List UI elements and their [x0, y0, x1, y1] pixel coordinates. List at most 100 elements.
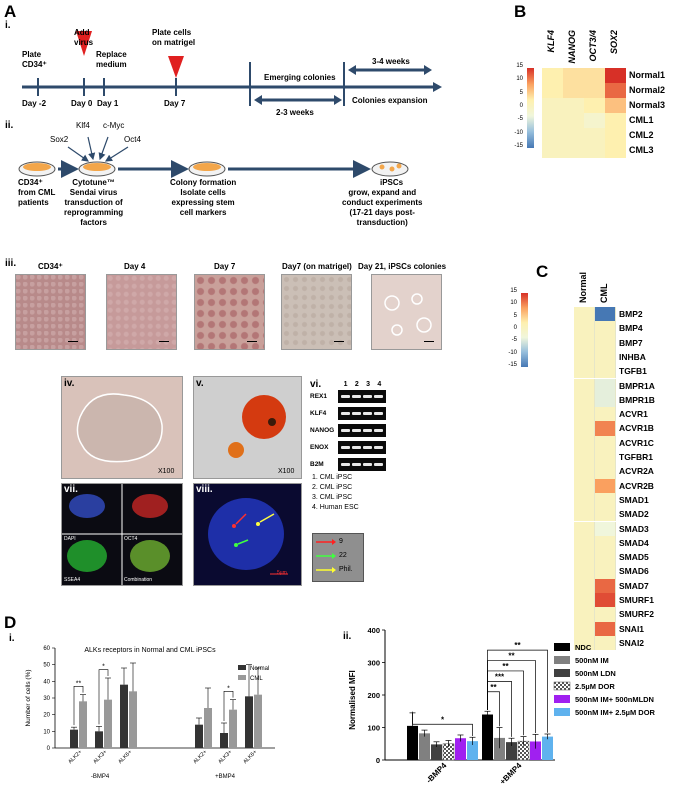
event-plate-cd34: Plate CD34⁺: [22, 50, 47, 69]
workflow-diagram: [18, 136, 409, 178]
heatmap-c-row-label: SMAD7: [619, 580, 649, 591]
y-tick-label: 200: [367, 691, 380, 700]
heatmap-c-row-label: SNAI1: [619, 623, 645, 634]
heatmap-c-cell: [574, 464, 595, 479]
lane-3: 3: [366, 381, 371, 388]
bar-normal: [220, 733, 228, 748]
virus-triangle-icon: [76, 31, 92, 56]
heatmap-c-row-label: ACVR2B: [619, 480, 654, 491]
heatmap-b-cell: [584, 128, 605, 143]
heatmap-b-cell: [563, 113, 584, 128]
heatmap-c-cell: [595, 464, 616, 479]
heatmap-c-cell: [595, 492, 616, 508]
fish-legend-22: 22: [339, 552, 347, 559]
panel-label-c: C: [536, 262, 549, 281]
gel-band: [363, 446, 372, 449]
gel-legend-3: 3. CML iPSC: [312, 494, 353, 501]
gel-band: [341, 429, 350, 432]
heatmap-c-colorbar-tick: -5: [511, 337, 517, 344]
x-tick-label: -BMP4: [424, 761, 448, 785]
micrograph-day4: [106, 274, 177, 350]
heatmap-b-cell: [542, 98, 563, 113]
heatmap-b-colorbar-tick: -5: [517, 116, 523, 123]
emerging-colonies-label: Emerging colonies: [264, 73, 336, 82]
y-axis-label: Normalised MFI: [348, 670, 357, 730]
heatmap-c-cell: [574, 635, 595, 651]
heatmap-c-cell: [595, 507, 616, 522]
y-tick-label: 40: [43, 679, 50, 685]
significance-marker: *: [227, 685, 230, 692]
significance-marker: **: [76, 680, 82, 687]
legend-swatch: [554, 656, 570, 664]
heatmap-b-cell: [605, 83, 626, 98]
fish-legend-phil: Phil.: [339, 566, 353, 573]
x-tick-label: ALK6+: [242, 749, 258, 765]
heatmap-c-row-label: INHBA: [619, 351, 646, 362]
heatmap-c-cell: [574, 407, 595, 422]
heatmap-b-cell: [542, 128, 563, 143]
heatmap-b-cell: [605, 128, 626, 143]
heatmap-c-row-label: BMPR1B: [619, 394, 655, 405]
legend-label: 500nM LDN: [575, 669, 616, 678]
legend-label: Normal: [250, 666, 269, 672]
gel-image: [338, 390, 386, 403]
heatmap-c-cell: [574, 550, 595, 565]
subpanel-label-a-ii: ii.: [5, 120, 14, 131]
heatmap-c-cell: [574, 421, 595, 436]
heatmap-c-cell: [574, 621, 595, 636]
bar-cml: [204, 708, 212, 748]
subpanel-label-iv: iv.: [64, 378, 75, 389]
day-minus2: Day -2: [22, 99, 47, 108]
significance-marker: *: [102, 664, 105, 671]
micro-label-day4: Day 4: [124, 262, 146, 271]
fish-image-viii: [193, 483, 302, 586]
bar-series-5: [467, 741, 478, 760]
subpanel-label-a-i: i.: [5, 20, 11, 31]
heatmap-b-colorbar-tick: 5: [519, 89, 523, 96]
heatmap-c-row-label: ACVR1B: [619, 423, 654, 434]
heatmap-c-row-label: ACVR1: [619, 409, 648, 420]
legend-swatch: [238, 665, 246, 670]
mag-label-v: X100: [278, 468, 295, 475]
heatmap-c-cell: [595, 635, 616, 651]
y-tick-label: 100: [367, 724, 380, 733]
x-tick-label: ALK2+: [192, 749, 208, 765]
heatmap-b-cell: [542, 113, 563, 128]
bar-series-0: [482, 714, 493, 760]
heatmap-c-cell: [574, 450, 595, 465]
day-1: Day 1: [97, 99, 119, 108]
panel-label-d: D: [4, 613, 17, 632]
heatmap-b-row-label: Normal3: [629, 100, 666, 110]
heatmap-c-row-label: BMP2: [619, 309, 643, 319]
heatmap-c-cell: [595, 392, 616, 408]
legend-label: 2.5µM DOR: [575, 682, 615, 691]
significance-marker: **: [514, 641, 521, 650]
panel-label-a: A: [4, 2, 17, 21]
gel-legend-2: 2. CML iPSC: [312, 484, 353, 491]
heatmap-b-cell: [605, 68, 626, 83]
heatmap-c-colorbar: [521, 293, 528, 367]
heatmap-b-colorbar-tick: 0: [519, 103, 523, 109]
bar-normal: [245, 696, 253, 748]
bar-normal: [95, 731, 103, 748]
heatmap-c-cell: [595, 578, 616, 593]
heatmap-c-colorbar-tick: 10: [510, 300, 517, 307]
gel-band: [363, 412, 372, 415]
heatmap-c-row-label: SMAD5: [619, 552, 649, 563]
day-0: Day 0: [71, 99, 93, 108]
step-cd34-from-cml: CD34⁺ from CML patients: [18, 178, 56, 207]
gel-lane-numbers: 1 2 3 4: [340, 381, 385, 388]
subpanel-label-d-ii: ii.: [343, 631, 352, 642]
heatmap-c-colorbar-tick: 15: [510, 288, 517, 294]
gel-band: [363, 395, 372, 398]
heatmap-c-cell: [574, 507, 595, 522]
heatmap-c-cell: [574, 578, 595, 593]
significance-bracket: [223, 691, 234, 721]
legend-swatch: [554, 643, 570, 651]
gel-image: [338, 458, 386, 471]
heatmap-c-cell: [574, 364, 595, 379]
heatmap-c-cell: [574, 564, 595, 579]
step-colony-formation: Colony formation Isolate cells expressin…: [170, 178, 237, 217]
